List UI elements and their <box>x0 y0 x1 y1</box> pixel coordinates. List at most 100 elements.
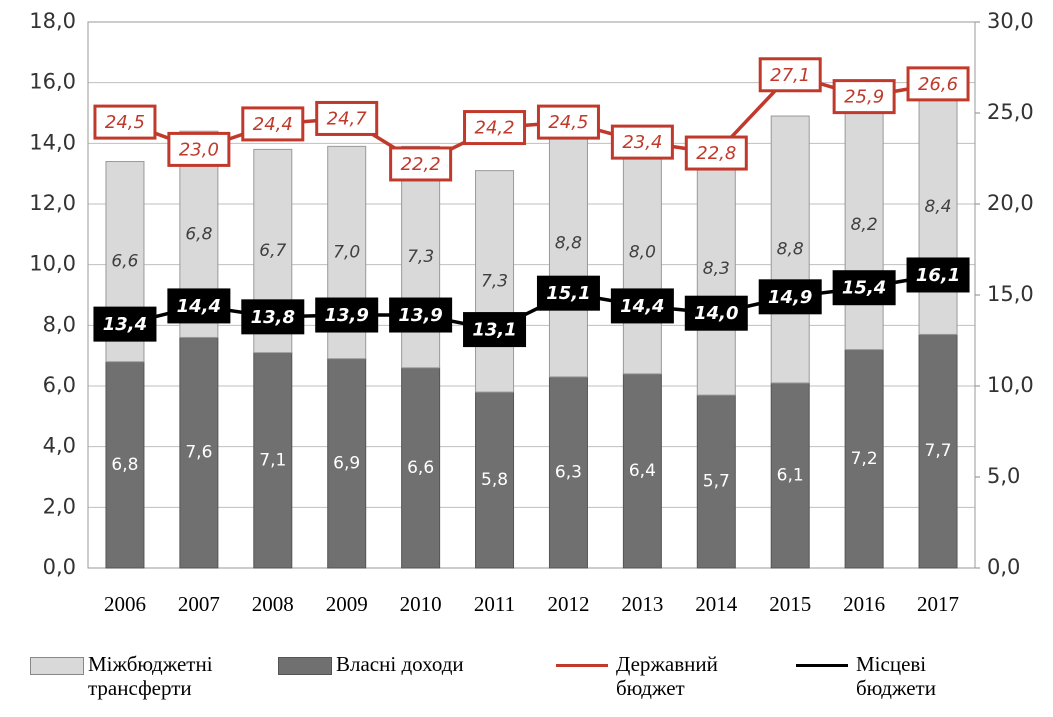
point-label-box <box>389 146 453 182</box>
bar-label: 8,8 <box>777 240 804 260</box>
bar-label: 7,6 <box>185 443 212 463</box>
point-label-box <box>536 275 600 311</box>
bar-label: 7,3 <box>481 271 508 291</box>
point-label: 14,4 <box>620 296 664 317</box>
point-label: 15,4 <box>842 278 886 299</box>
point-label-box <box>758 57 822 93</box>
y2-tick-label: 20,0 <box>987 191 1034 215</box>
point-label-box <box>167 288 231 324</box>
y2-tick-label: 5,0 <box>987 464 1020 488</box>
y-tick-label: 4,0 <box>43 434 76 458</box>
bar-label: 8,2 <box>851 215 878 235</box>
point-label: 15,1 <box>546 283 590 304</box>
bar-label: 5,8 <box>481 470 508 490</box>
y-tick-label: 0,0 <box>43 555 76 579</box>
y2-tick-label: 0,0 <box>987 555 1020 579</box>
point-label: 13,8 <box>251 307 295 328</box>
point-label: 24,4 <box>253 114 293 135</box>
bar <box>401 367 441 569</box>
point-label: 22,8 <box>696 143 736 164</box>
y-tick-label: 18,0 <box>29 9 76 33</box>
point-label-box <box>389 297 453 333</box>
bar-label: 7,0 <box>333 243 360 263</box>
point-label-box <box>315 100 379 136</box>
y-tick-label: 10,0 <box>29 252 76 276</box>
point-label: 13,9 <box>398 305 442 326</box>
point-label-box <box>315 297 379 333</box>
point-label-box <box>610 288 674 324</box>
point-label-box <box>241 106 305 142</box>
bar-label: 6,1 <box>777 465 804 485</box>
bar <box>548 109 588 378</box>
y-tick-label: 12,0 <box>29 191 76 215</box>
point-label: 23,0 <box>179 139 219 160</box>
point-label-box <box>463 312 527 348</box>
x-tick-label: 2006 <box>104 592 146 616</box>
bar <box>622 373 662 569</box>
point-label-box <box>684 295 748 331</box>
bar <box>770 115 810 384</box>
point-label: 24,7 <box>327 108 368 129</box>
bar-label: 8,3 <box>703 259 730 279</box>
bar <box>179 336 219 569</box>
point-label-box <box>93 306 157 342</box>
bar-label: 8,8 <box>555 233 582 253</box>
bar-label: 6,8 <box>111 455 138 475</box>
bar-label: 7,3 <box>407 247 434 267</box>
bar-label: 7,2 <box>851 449 878 469</box>
legend-swatch <box>796 664 848 667</box>
bar <box>844 100 884 351</box>
point-label: 27,1 <box>770 65 810 86</box>
point-label-box <box>832 79 896 115</box>
x-tick-label: 2010 <box>400 592 442 616</box>
point-label-box <box>610 124 674 160</box>
x-tick-label: 2017 <box>917 592 959 616</box>
point-label: 13,4 <box>103 314 147 335</box>
legend-label: Власні доходи <box>336 652 464 676</box>
x-tick-label: 2009 <box>326 592 368 616</box>
y-tick-label: 14,0 <box>29 130 76 154</box>
point-label-box <box>241 299 305 335</box>
bar-label: 6,8 <box>185 224 212 244</box>
bar-label: 7,7 <box>925 441 952 461</box>
bar <box>253 352 293 569</box>
x-tick-label: 2016 <box>843 592 885 616</box>
point-label-box <box>832 270 896 306</box>
bar-label: 6,6 <box>407 458 434 478</box>
y2-tick-label: 15,0 <box>987 282 1034 306</box>
x-tick-label: 2007 <box>178 592 220 616</box>
legend-swatch <box>278 657 332 675</box>
point-label-box <box>906 257 970 293</box>
bar <box>770 382 810 569</box>
bar <box>548 376 588 569</box>
point-label-box <box>906 66 970 102</box>
legend-label: Місцеві бюджети <box>856 652 936 700</box>
y2-tick-label: 10,0 <box>987 373 1034 397</box>
point-label-box <box>758 279 822 315</box>
point-label: 14,9 <box>768 287 812 308</box>
bar <box>696 394 736 569</box>
legend-swatch <box>556 664 608 667</box>
y-tick-label: 8,0 <box>43 312 76 336</box>
y2-tick-label: 25,0 <box>987 100 1034 124</box>
point-label: 22,2 <box>401 154 441 175</box>
point-label: 13,1 <box>472 320 516 341</box>
x-tick-label: 2015 <box>769 592 811 616</box>
y2-tick-label: 30,0 <box>987 9 1034 33</box>
x-tick-label: 2013 <box>621 592 663 616</box>
point-label: 14,0 <box>694 303 738 324</box>
point-label: 14,4 <box>177 296 221 317</box>
bar-label: 7,1 <box>259 450 286 470</box>
x-tick-label: 2012 <box>547 592 589 616</box>
point-label: 24,5 <box>548 112 588 133</box>
plot-border <box>87 21 976 569</box>
bar-label: 6,4 <box>629 461 656 481</box>
bar-label: 5,7 <box>703 472 730 492</box>
bar <box>475 391 515 569</box>
point-label-box <box>463 110 527 146</box>
bar <box>918 333 958 569</box>
bar-label: 6,6 <box>111 252 138 272</box>
legend-swatch <box>30 657 84 675</box>
point-label-box <box>167 131 231 167</box>
